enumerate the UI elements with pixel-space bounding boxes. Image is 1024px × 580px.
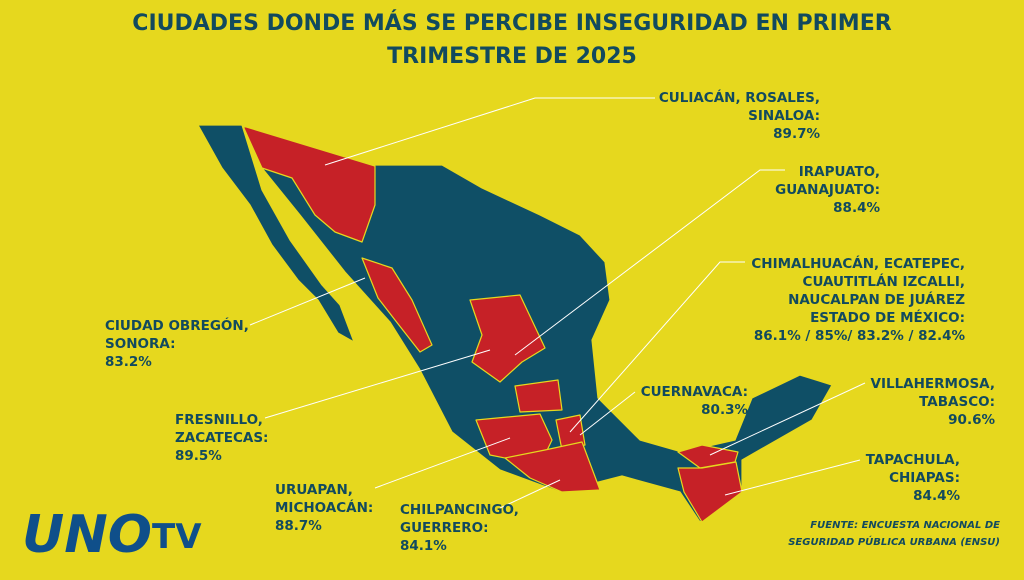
label-line: SINALOA: [748,108,820,124]
source-line: FUENTE: ENCUESTA NACIONAL DE [810,520,1000,531]
leader-line [249,277,366,326]
leader-line [709,382,866,456]
label-line: FRESNILLO, [175,412,263,428]
label-value: 84.4% [913,488,960,504]
label-line: CULIACÁN, ROSALES, [659,89,820,106]
label-line: URUAPAN, [275,482,353,498]
leader-line [569,261,745,433]
label-line: ESTADO DE MÉXICO: [810,309,965,326]
label-line: CIUDAD OBREGÓN, [105,316,249,334]
sinaloa [361,257,433,353]
label-value: 89.5% [175,448,222,464]
source-line: SEGURIDAD PÚBLICA URBANA (ENSU) [788,535,1000,548]
leader-line [514,169,785,356]
tabasco [677,444,739,469]
label-line: TABASCO: [919,394,995,410]
label-value: 80.3% [701,402,748,418]
leader-line [499,479,561,509]
title-line: CIUDADES DONDE MÁS SE PERCIBE INSEGURIDA… [132,10,891,36]
leader-line [374,437,511,489]
label-value: 84.1% [400,538,447,554]
logo-uno: UNO [22,505,152,565]
label-value: 90.6% [948,412,995,428]
label-value: 86.1% / 85%/ 83.2% / 82.4% [754,328,966,344]
label-value: 89.7% [773,126,820,142]
label-line: CHIAPAS: [889,470,960,486]
leader-line [324,97,655,166]
label-line: GUANAJUATO: [775,182,880,198]
logo-tv: TV [152,517,202,557]
guanajuato [514,379,563,413]
label-line: GUERRERO: [400,520,489,536]
label-line: VILLAHERMOSA, [871,376,996,392]
baja-peninsula [197,124,355,343]
guerrero [504,441,601,493]
leader-line [724,459,861,496]
label-line: SONORA: [105,336,175,352]
leader-line [579,391,636,436]
leader-lines [249,97,866,509]
label-value: 88.4% [833,200,880,216]
zacatecas [469,294,546,383]
logo: UNO TV [22,505,202,565]
label-line: CUERNAVACA: [641,384,748,400]
sonora [242,125,376,243]
label-line: ZACATECAS: [175,430,268,446]
label-line: NAUCALPAN DE JUÁREZ [788,291,965,308]
label-line: IRAPUATO, [799,164,880,180]
label-line: TAPACHULA, [866,452,960,468]
map [197,124,833,523]
chiapas [677,461,743,523]
label-value: 83.2% [105,354,152,370]
mainland [241,124,833,523]
label-line: CHIMALHUACÁN, ECATEPEC, [751,255,965,272]
labels: CULIACÁN, ROSALES, SINALOA: 89.7% IRAPUATO,… [105,89,995,554]
label-line: MICHOACÁN: [275,499,373,516]
leader-line [264,349,491,419]
label-value: 88.7% [275,518,322,534]
title-line: TRIMESTRE DE 2025 [387,44,637,69]
label-line: CHILPANCINGO, [400,502,519,518]
label-line: CUAUTITLÁN IZCALLI, [803,273,965,290]
